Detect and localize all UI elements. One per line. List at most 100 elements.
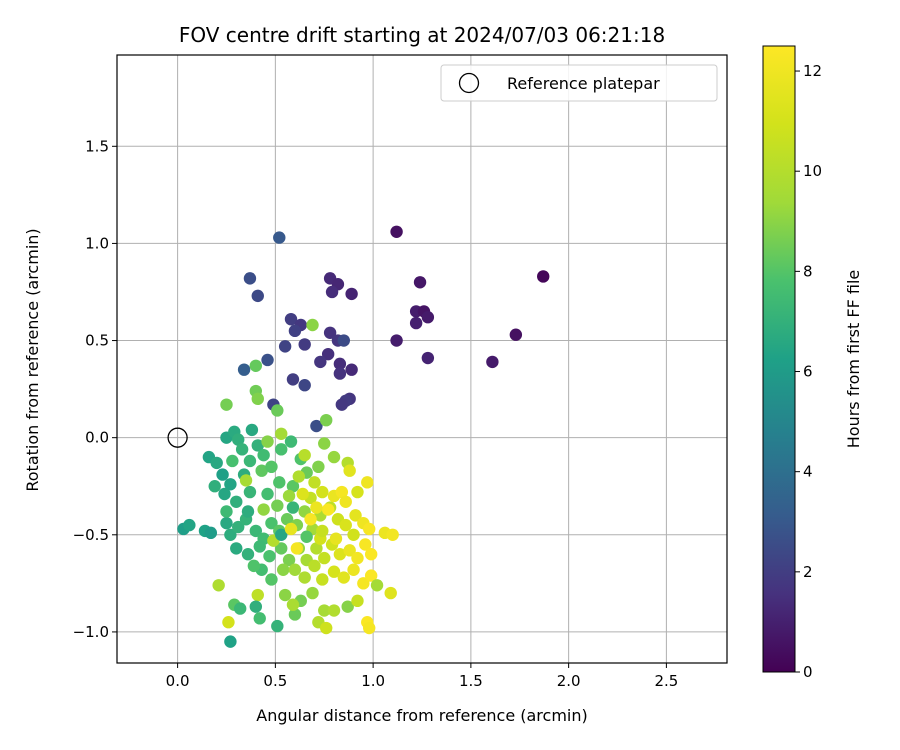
data-point: [222, 616, 235, 629]
data-point: [318, 551, 331, 565]
data-point: [255, 464, 268, 477]
data-point: [232, 433, 245, 446]
data-point: [251, 439, 264, 452]
data-point: [304, 513, 317, 526]
y-tick-label: −1.0: [73, 623, 109, 641]
data-point: [280, 513, 294, 526]
data-point: [537, 270, 550, 283]
data-point: [306, 318, 319, 332]
data-point: [298, 571, 311, 584]
data-point: [218, 487, 231, 501]
data-point: [233, 602, 247, 615]
data-point: [357, 577, 370, 590]
data-point: [351, 594, 364, 608]
data-point: [249, 524, 263, 538]
data-point: [261, 353, 274, 367]
data-point: [325, 285, 339, 299]
data-point: [319, 621, 333, 635]
data-point: [300, 530, 313, 543]
data-point: [333, 367, 347, 380]
y-tick-label: 1.5: [85, 137, 109, 155]
data-point: [220, 505, 233, 518]
data-point: [347, 528, 360, 541]
colorbar: 0 2 4 6 8 10 12 Hours from first FF file: [762, 45, 863, 681]
data-point: [364, 569, 378, 582]
legend: Reference platepar: [440, 64, 718, 102]
data-point: [292, 470, 306, 483]
x-tick-label: 2.0: [557, 672, 581, 690]
data-point: [275, 443, 288, 456]
data-point: [298, 338, 311, 351]
data-point: [509, 328, 523, 341]
y-tick-label: 0.0: [85, 429, 109, 447]
data-point: [286, 373, 300, 386]
colorbar-tick-label: 12: [803, 62, 822, 80]
data-point: [245, 423, 259, 437]
data-point: [249, 359, 263, 372]
data-point: [343, 544, 356, 557]
data-point: [275, 427, 288, 440]
data-point: [235, 443, 249, 456]
data-point: [216, 468, 229, 481]
colorbar-tick-label: 2: [803, 563, 813, 581]
grid-lines: [117, 55, 727, 663]
legend-label: Reference platepar: [507, 74, 660, 93]
data-point: [288, 324, 302, 338]
data-point: [390, 334, 403, 347]
data-point: [370, 579, 384, 592]
data-point: [421, 351, 435, 365]
data-point: [413, 276, 427, 289]
data-point: [288, 608, 302, 621]
data-point: [247, 559, 261, 573]
data-point: [409, 316, 423, 330]
y-axis-ticks: −1.0 −0.5 0.0 0.5 1.0 1.5: [73, 137, 117, 641]
data-point: [278, 340, 292, 353]
data-point: [341, 600, 354, 613]
data-point: [286, 598, 300, 611]
data-point: [224, 478, 237, 491]
reference-platepar-marker: [167, 427, 188, 448]
data-point: [333, 548, 347, 561]
reference-marker-group: [167, 427, 188, 448]
colorbar-tick-label: 4: [803, 463, 813, 481]
data-point: [390, 225, 403, 238]
data-point: [339, 518, 352, 532]
data-point: [343, 464, 356, 477]
data-point: [261, 435, 274, 448]
data-point: [363, 621, 376, 635]
plot-frame: [116, 54, 728, 664]
data-point: [349, 509, 362, 522]
data-point: [253, 540, 266, 553]
data-point: [361, 476, 374, 489]
data-point: [345, 363, 358, 376]
data-point: [363, 522, 376, 536]
x-tick-label: 1.0: [361, 672, 385, 690]
data-point: [290, 542, 304, 555]
data-point: [230, 542, 243, 555]
data-point: [265, 516, 278, 530]
legend-marker: [458, 72, 480, 94]
data-point: [288, 563, 302, 576]
data-point: [243, 272, 257, 285]
data-point: [284, 522, 298, 536]
data-point: [243, 454, 257, 468]
x-axis-label: Angular distance from reference (arcmin): [256, 706, 587, 725]
data-points: [177, 225, 550, 648]
data-point: [386, 528, 399, 541]
data-point: [208, 480, 221, 493]
data-point: [318, 437, 331, 450]
data-point: [347, 563, 360, 576]
data-point: [335, 485, 349, 499]
data-point: [286, 480, 300, 493]
data-point: [321, 503, 335, 516]
data-point: [314, 355, 327, 369]
data-point: [306, 586, 319, 600]
data-point: [239, 474, 253, 487]
data-point: [329, 532, 343, 545]
data-point: [351, 551, 364, 565]
data-point: [310, 542, 323, 555]
colorbar-tick-label: 6: [803, 363, 813, 381]
data-point: [333, 357, 347, 371]
data-point: [296, 487, 309, 501]
data-point: [337, 571, 350, 584]
